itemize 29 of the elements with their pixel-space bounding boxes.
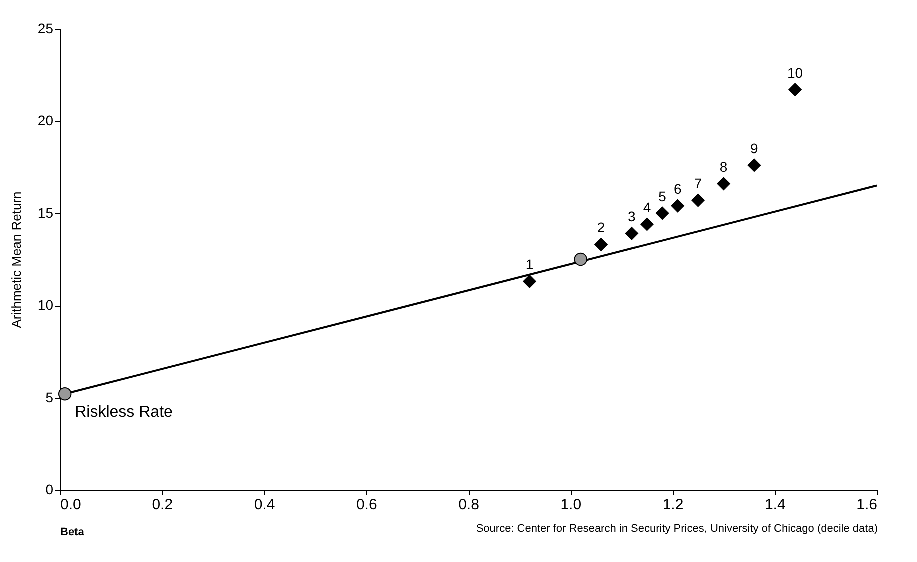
- annotation: 9: [750, 140, 759, 156]
- annotation: 10: [788, 64, 804, 81]
- y-tick-label: 0: [46, 482, 54, 498]
- annotation: 7: [694, 175, 702, 192]
- annotation: 1: [526, 256, 534, 273]
- annotation: 2: [597, 220, 606, 236]
- annotation: 8: [720, 158, 728, 175]
- x-tick-label: 1.6: [856, 496, 878, 514]
- x-tick-label: 1.0: [560, 496, 582, 514]
- annotation: 5: [658, 188, 667, 204]
- y-tick-label: 25: [38, 20, 54, 36]
- x-tick-label: 0.0: [60, 496, 82, 514]
- y-axis-title: Arithmetic Mean Return: [8, 192, 24, 328]
- source-note: Source: Center for Research in Security Prices, University of Chicago (decile data): [476, 523, 878, 535]
- x-tick-label: 1.4: [764, 496, 786, 514]
- x-tick-label: 0.8: [458, 496, 480, 514]
- y-tick-label: 10: [38, 297, 54, 314]
- x-tick-label: 0.6: [356, 496, 378, 514]
- annotation: 3: [628, 208, 636, 225]
- annotation: 6: [674, 181, 682, 198]
- y-tick-label: 20: [38, 112, 54, 129]
- x-tick-label: 0.4: [254, 496, 276, 514]
- y-tick-label: 5: [46, 389, 54, 406]
- y-tick-label: 15: [38, 204, 54, 221]
- x-axis-title: Beta: [60, 526, 86, 538]
- annotation: Riskless Rate: [75, 404, 174, 422]
- x-tick-label: 0.2: [152, 496, 174, 514]
- x-tick-label: 1.2: [662, 496, 684, 514]
- annotation: 4: [643, 199, 652, 216]
